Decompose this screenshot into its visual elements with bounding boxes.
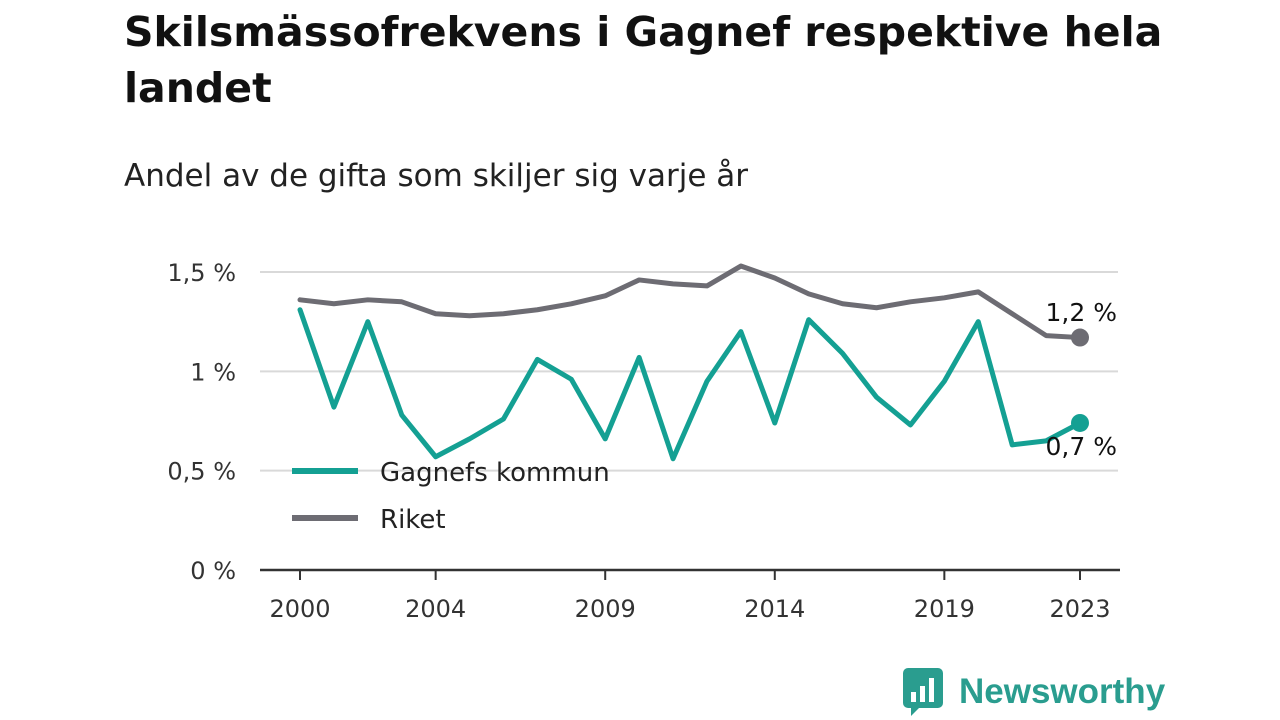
chart-subtitle: Andel av de gifta som skiljer sig varje … <box>124 158 748 194</box>
legend-label-gagnef: Gagnefs kommun <box>380 458 610 488</box>
x-tick-label: 2014 <box>744 595 805 623</box>
series-line-riket <box>297 263 1083 341</box>
newsworthy-brand: Newsworthy <box>903 668 1165 716</box>
x-tick-label: 2019 <box>914 595 975 623</box>
grid-lines <box>260 271 1118 472</box>
end-point-gagnefs-kommun <box>1071 413 1089 432</box>
legend-label-riket: Riket <box>380 505 446 535</box>
end-label-gagnef: 0,7 % <box>1046 432 1117 461</box>
brand-name: Newsworthy <box>959 672 1166 711</box>
series-lines <box>297 263 1089 462</box>
y-tick-label: 0,5 % <box>167 458 236 486</box>
end-label-riket: 1,2 % <box>1046 298 1117 327</box>
newsworthy-logo-icon <box>903 668 943 716</box>
legend: Gagnefs kommun Riket <box>292 458 610 535</box>
series-line-gagnefs-kommun <box>297 307 1083 462</box>
y-tick-label: 1,5 % <box>167 259 236 287</box>
y-axis-tick-labels: 0 % 0,5 % 1 % 1,5 % <box>167 259 236 585</box>
x-tick-label: 2000 <box>269 595 330 623</box>
end-point-riket <box>1071 328 1089 347</box>
x-axis: 2000 2004 2009 2014 2019 2023 <box>260 568 1120 623</box>
y-tick-label: 0 % <box>190 557 236 585</box>
chart-title: Skilsmässofrekvens i Gagnef respektive h… <box>124 8 1163 112</box>
x-tick-label: 2004 <box>405 595 466 623</box>
y-tick-label: 1 % <box>190 358 236 386</box>
x-tick-label: 2009 <box>575 595 636 623</box>
end-labels: 1,2 % 0,7 % <box>1046 298 1117 461</box>
x-tick-label: 2023 <box>1049 595 1110 623</box>
